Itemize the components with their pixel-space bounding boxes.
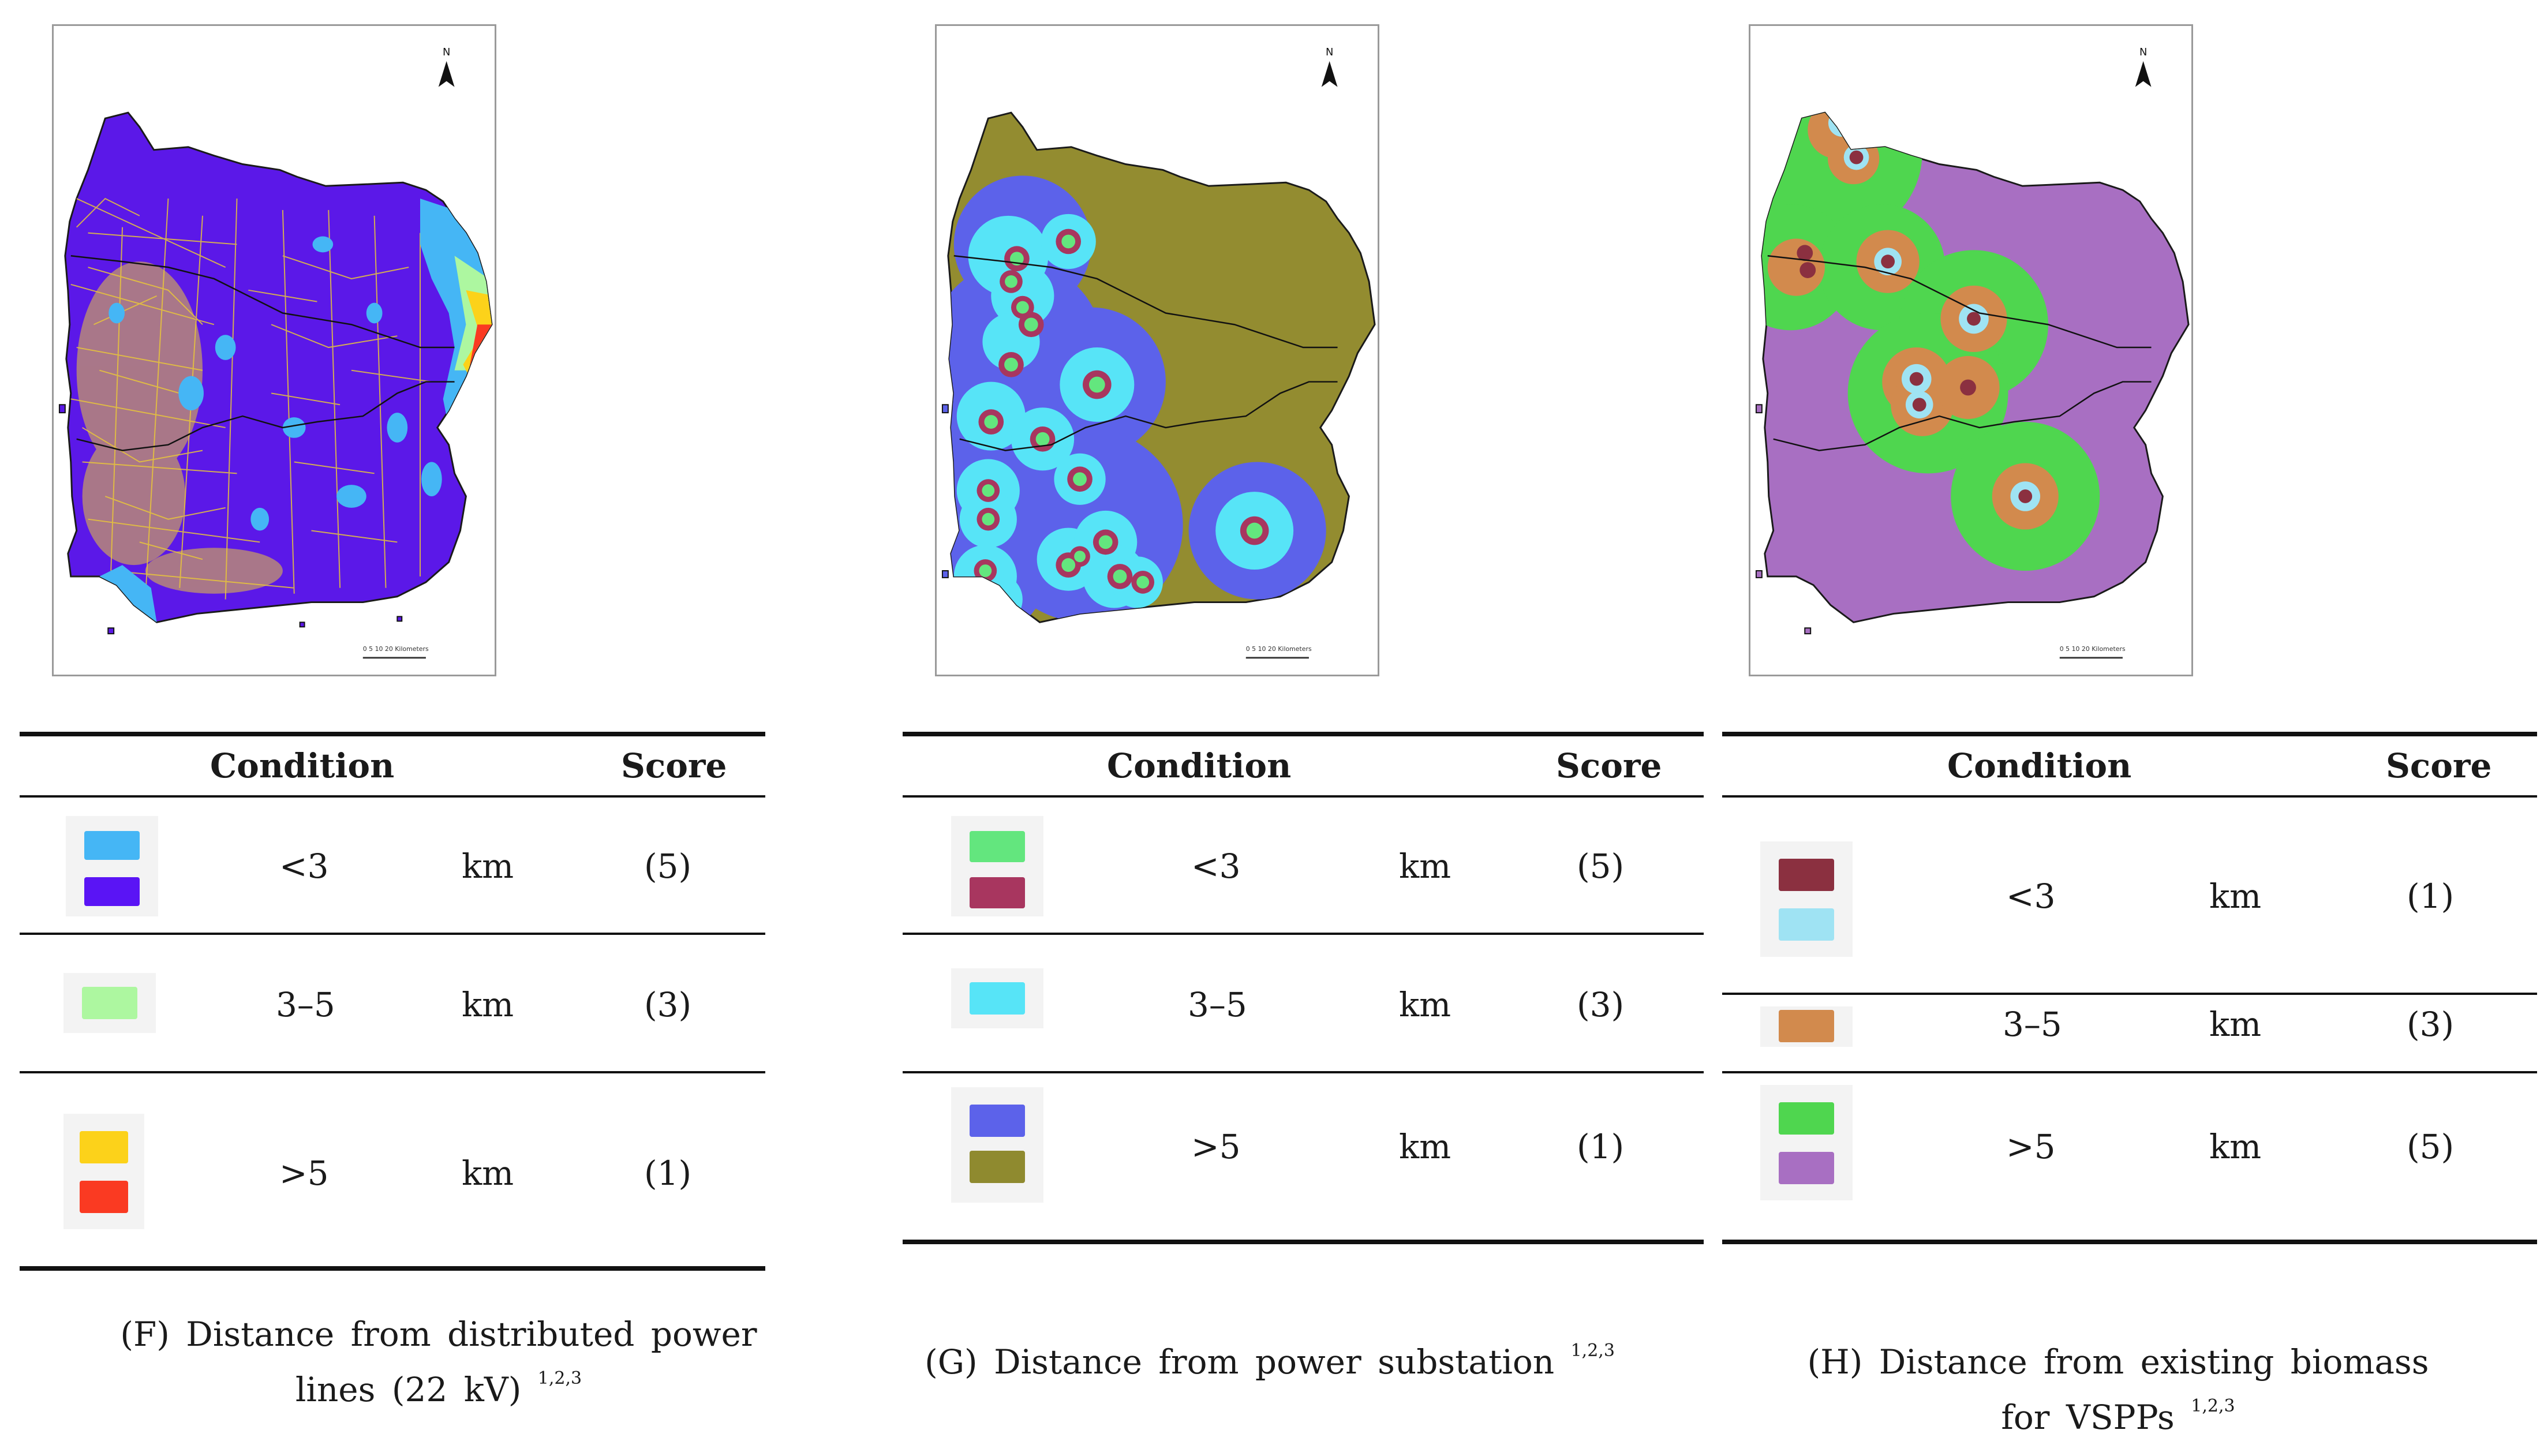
caption-f: (F) Distance from distributed power line… <box>92 1307 785 1417</box>
scale-bar: 0 5 10 20 Kilometers <box>2059 645 2126 659</box>
panel-h: N 0 5 10 20 Kilometers Condition Score <… <box>1708 0 2544 1456</box>
legend-table-g: Condition Score <3 km (5) 3–5 km (3) <box>903 732 1704 1251</box>
north-arrow-icon: N <box>2135 46 2152 87</box>
legend-swatch <box>1760 1085 1853 1200</box>
svg-text:0 5 10 20 Kilometers: 0 5 10 20 Kilometers <box>2060 645 2126 653</box>
condition-value: 3–5 <box>276 985 335 1024</box>
header-condition: Condition <box>1947 746 2132 785</box>
condition-value: >5 <box>279 1154 329 1193</box>
swatch-b <box>1779 908 1834 941</box>
header-score: Score <box>621 746 727 785</box>
legend-swatch <box>951 968 1043 1028</box>
map-f-frame: N 0 5 10 20 Kilometers <box>52 24 496 676</box>
legend-swatch <box>951 816 1043 916</box>
condition-value: >5 <box>1191 1127 1241 1166</box>
legend-swatch <box>1760 1006 1853 1047</box>
svg-text:N: N <box>2139 46 2147 58</box>
legend-swatch <box>66 816 158 916</box>
condition-unit: km <box>2209 1005 2262 1044</box>
swatch-b <box>1779 1152 1834 1184</box>
caption-line-1: (F) Distance from distributed power <box>120 1315 757 1354</box>
condition-unit: km <box>2209 877 2262 916</box>
caption-line-1: (G) Distance from power substation 1,2,3 <box>925 1341 1615 1382</box>
panel-g: N 0 5 10 20 Kilometers Condition Score <… <box>889 0 1731 1456</box>
condition-value: <3 <box>279 847 329 886</box>
scale-bar: 0 5 10 20 Kilometers <box>1245 645 1312 659</box>
swatch-a <box>82 987 137 1019</box>
legend-table-f: Condition Score <3 km (5) 3–5 km (3) <box>20 732 765 1274</box>
panel-f: N 0 5 10 20 Kilometers Condition Score <… <box>0 0 785 1456</box>
caption-superscript: 1,2,3 <box>1570 1341 1615 1361</box>
swatch-b <box>80 1181 128 1213</box>
condition-unit: km <box>462 1154 514 1193</box>
condition-unit: km <box>1399 847 1451 886</box>
caption-superscript: 1,2,3 <box>537 1368 582 1388</box>
map-g: N 0 5 10 20 Kilometers <box>941 46 1376 659</box>
score-value: (3) <box>2407 1005 2455 1044</box>
caption-line-2: lines (22 kV) 1,2,3 <box>295 1368 582 1410</box>
score-value: (5) <box>1577 847 1625 886</box>
score-value: (1) <box>1577 1127 1625 1166</box>
swatch-a <box>1779 1010 1834 1042</box>
condition-value: 3–5 <box>2003 1005 2062 1044</box>
score-value: (3) <box>1577 985 1625 1024</box>
condition-unit: km <box>462 847 514 886</box>
score-value: (1) <box>644 1154 692 1193</box>
condition-value: 3–5 <box>1188 985 1247 1024</box>
svg-text:0 5 10 20 Kilometers: 0 5 10 20 Kilometers <box>1246 645 1312 653</box>
caption-g: (G) Distance from power substation 1,2,3 <box>923 1334 1616 1390</box>
caption-line-1: (H) Distance from existing biomass <box>1807 1342 2429 1382</box>
swatch-a <box>80 1131 128 1163</box>
score-value: (3) <box>644 985 692 1024</box>
legend-swatch <box>1760 841 1853 957</box>
condition-unit: km <box>462 985 514 1024</box>
caption-h: (H) Distance from existing biomass for V… <box>1783 1334 2453 1445</box>
swatch-b <box>970 877 1025 908</box>
swatch-a <box>970 1105 1025 1137</box>
header-score: Score <box>1556 746 1662 785</box>
caption-line-2: for VSPPs 1,2,3 <box>2001 1396 2235 1438</box>
svg-text:0 5 10 20 Kilometers: 0 5 10 20 Kilometers <box>363 645 429 653</box>
swatch-a <box>84 831 140 860</box>
swatch-b <box>970 1151 1025 1183</box>
svg-text:N: N <box>443 46 450 58</box>
swatch-b <box>84 877 140 906</box>
header-score: Score <box>2386 746 2492 785</box>
svg-text:N: N <box>1326 46 1333 58</box>
north-arrow-icon: N <box>438 46 455 87</box>
condition-value: <3 <box>2006 877 2056 916</box>
score-value: (1) <box>2407 877 2455 916</box>
map-h-frame: N 0 5 10 20 Kilometers <box>1749 24 2193 676</box>
condition-unit: km <box>1399 1127 1451 1166</box>
swatch-a <box>970 982 1025 1015</box>
header-condition: Condition <box>1107 746 1292 785</box>
swatch-a <box>1779 1102 1834 1135</box>
map-f: N 0 5 10 20 Kilometers <box>58 46 493 659</box>
legend-swatch <box>951 1087 1043 1203</box>
condition-value: >5 <box>2006 1127 2056 1166</box>
condition-value: <3 <box>1191 847 1241 886</box>
map-h: N 0 5 10 20 Kilometers <box>1755 46 2190 659</box>
legend-swatch <box>63 973 156 1033</box>
score-value: (5) <box>644 847 692 886</box>
legend-table-h: Condition Score <3 km (1) 3–5 km (3) <box>1722 732 2537 1251</box>
swatch-a <box>1779 859 1834 891</box>
condition-unit: km <box>2209 1127 2262 1166</box>
legend-swatch <box>63 1114 144 1229</box>
condition-unit: km <box>1399 985 1451 1024</box>
caption-superscript: 1,2,3 <box>2191 1396 2235 1416</box>
map-g-frame: N 0 5 10 20 Kilometers <box>935 24 1379 676</box>
score-value: (5) <box>2407 1127 2455 1166</box>
scale-bar: 0 5 10 20 Kilometers <box>363 645 429 659</box>
header-condition: Condition <box>210 746 395 785</box>
swatch-a <box>970 831 1025 862</box>
north-arrow-icon: N <box>1321 46 1338 87</box>
